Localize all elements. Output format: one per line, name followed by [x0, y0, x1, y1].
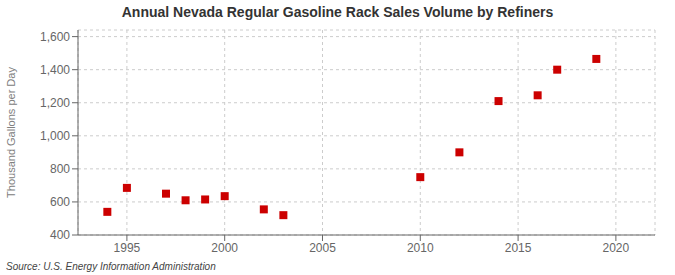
svg-text:1,000: 1,000 — [40, 129, 70, 143]
svg-text:1,400: 1,400 — [40, 63, 70, 77]
svg-text:2015: 2015 — [505, 241, 532, 255]
svg-text:1995: 1995 — [114, 241, 141, 255]
svg-text:600: 600 — [50, 195, 70, 209]
svg-text:2005: 2005 — [309, 241, 336, 255]
svg-text:1,200: 1,200 — [40, 96, 70, 110]
html-text:Annual Nevada Regular Gasoline: Annual Nevada Regular Gasoline Rack Sale… — [121, 4, 554, 20]
svg-text:Thousand Gallons per Day: Thousand Gallons per Day — [8, 67, 17, 198]
html-text:Source: U.S. Energy Informatio: Source: U.S. Energy Information Administ… — [6, 261, 216, 272]
svg-text:1,600: 1,600 — [40, 30, 70, 44]
svg-text:2020: 2020 — [603, 241, 630, 255]
svg-text:400: 400 — [50, 228, 70, 242]
svg-text:2010: 2010 — [407, 241, 434, 255]
svg-text:2000: 2000 — [211, 241, 238, 255]
svg-text:800: 800 — [50, 162, 70, 176]
